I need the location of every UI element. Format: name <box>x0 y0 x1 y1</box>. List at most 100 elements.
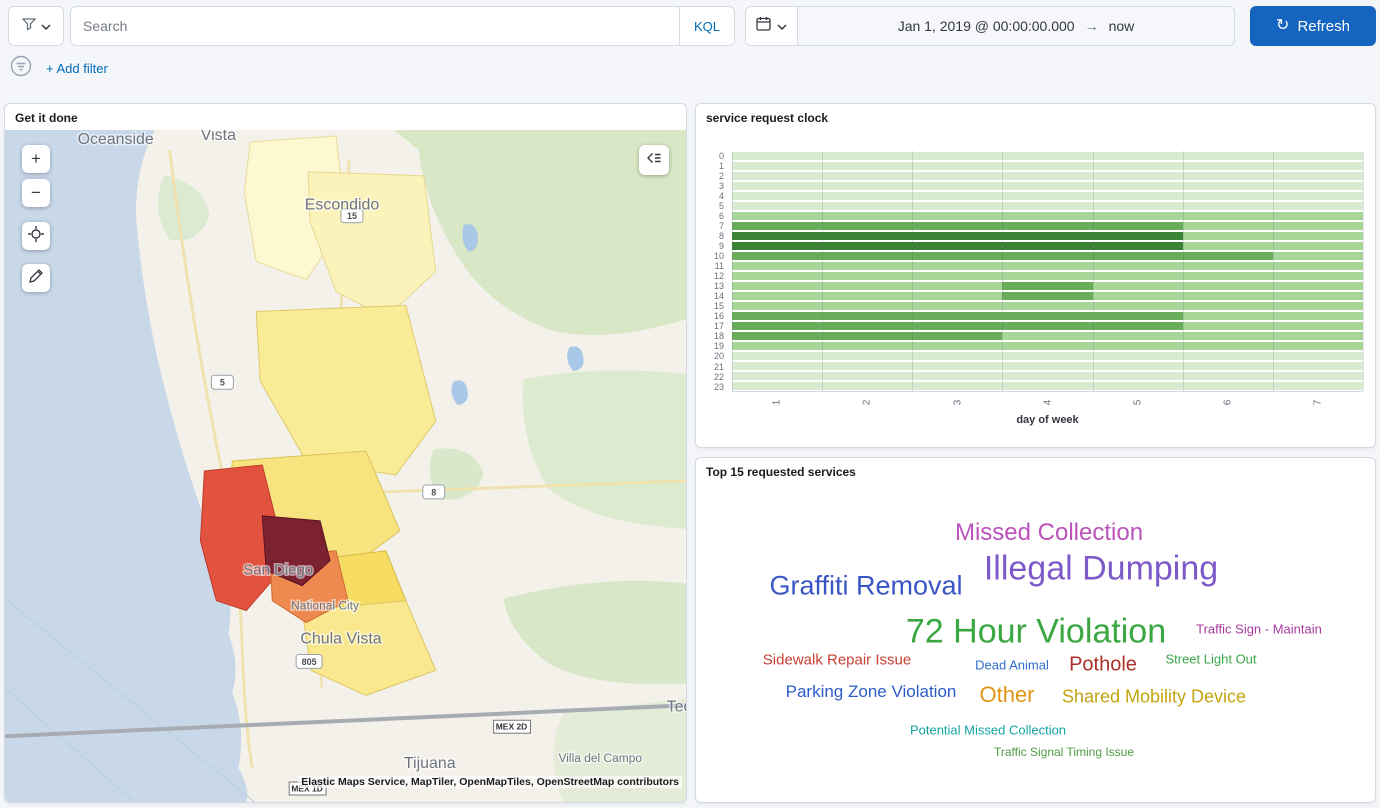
kql-language-button[interactable]: KQL <box>678 7 734 45</box>
heatmap-cell[interactable] <box>912 232 1003 240</box>
tagcloud-word[interactable]: Potential Missed Collection <box>909 722 1067 738</box>
heatmap-cell[interactable] <box>822 262 913 270</box>
heatmap-cell[interactable] <box>1092 212 1183 220</box>
heatmap-cell[interactable] <box>1092 302 1183 310</box>
heatmap-cell[interactable] <box>1002 192 1093 200</box>
heatmap-cell[interactable] <box>1092 222 1183 230</box>
heatmap-cell[interactable] <box>1272 182 1363 190</box>
tagcloud-word[interactable]: Illegal Dumping <box>983 549 1219 588</box>
filter-menu-icon[interactable] <box>10 55 32 82</box>
refresh-button[interactable]: ↻ Refresh <box>1250 6 1376 46</box>
search-input[interactable] <box>71 18 679 34</box>
heatmap-cell[interactable] <box>912 272 1003 280</box>
tagcloud-word[interactable]: Other <box>979 682 1035 707</box>
panel-title[interactable]: Top 15 requested services <box>706 465 856 479</box>
heatmap-cell[interactable] <box>1182 172 1273 180</box>
heatmap-cell[interactable] <box>1092 332 1183 340</box>
heatmap-cell[interactable] <box>732 182 823 190</box>
heatmap-cell[interactable] <box>912 202 1003 210</box>
heatmap-cell[interactable] <box>732 302 823 310</box>
draw-tools-button[interactable] <box>22 264 50 292</box>
heatmap-cell[interactable] <box>1002 312 1093 320</box>
heatmap-cell[interactable] <box>912 212 1003 220</box>
heatmap-cell[interactable] <box>1272 262 1363 270</box>
tagcloud-word[interactable]: Traffic Sign - Maintain <box>1196 621 1322 637</box>
tagcloud-word[interactable]: Sidewalk Repair Issue <box>762 651 912 669</box>
heatmap-cell[interactable] <box>1272 222 1363 230</box>
heatmap-cell[interactable] <box>1272 372 1363 380</box>
heatmap-cell[interactable] <box>732 362 823 370</box>
heatmap-cell[interactable] <box>1092 352 1183 360</box>
heatmap-cell[interactable] <box>822 192 913 200</box>
tagcloud-word[interactable]: Parking Zone Violation <box>785 682 957 701</box>
heatmap-cell[interactable] <box>1182 162 1273 170</box>
panel-title[interactable]: Get it done <box>15 111 78 125</box>
tagcloud-word[interactable]: Street Light Out <box>1165 651 1257 667</box>
heatmap-cell[interactable] <box>1272 342 1363 350</box>
tagcloud-word[interactable]: Graffiti Removal <box>769 570 963 601</box>
heatmap-cell[interactable] <box>1092 372 1183 380</box>
heatmap-cell[interactable] <box>912 372 1003 380</box>
heatmap-cell[interactable] <box>1002 222 1093 230</box>
heatmap-cell[interactable] <box>1182 272 1273 280</box>
heatmap-cell[interactable] <box>732 342 823 350</box>
heatmap-cell[interactable] <box>822 382 913 390</box>
heatmap-cell[interactable] <box>1092 342 1183 350</box>
heatmap-cell[interactable] <box>1002 162 1093 170</box>
heatmap-cell[interactable] <box>732 202 823 210</box>
heatmap-cell[interactable] <box>1272 382 1363 390</box>
heatmap-cell[interactable] <box>822 322 913 330</box>
heatmap-cell[interactable] <box>1092 252 1183 260</box>
heatmap-cell[interactable] <box>732 322 823 330</box>
date-range-display[interactable]: Jan 1, 2019 @ 00:00:00.000 → now <box>798 18 1234 34</box>
heatmap-cell[interactable] <box>1272 362 1363 370</box>
heatmap-cell[interactable] <box>1092 262 1183 270</box>
heatmap-cell[interactable] <box>822 292 913 300</box>
heatmap-cell[interactable] <box>1182 262 1273 270</box>
heatmap-cell[interactable] <box>1002 332 1093 340</box>
heatmap-cell[interactable] <box>822 352 913 360</box>
map-canvas[interactable]: 15 5 8 805 Oceanside Vista Escondido San… <box>5 130 686 802</box>
date-range-end[interactable]: now <box>1108 18 1135 34</box>
heatmap-cell[interactable] <box>1092 182 1183 190</box>
heatmap-cell[interactable] <box>732 272 823 280</box>
heatmap-cell[interactable] <box>1002 252 1093 260</box>
heatmap-cell[interactable] <box>732 332 823 340</box>
heatmap-cell[interactable] <box>732 152 823 160</box>
heatmap-cell[interactable] <box>732 212 823 220</box>
heatmap-cell[interactable] <box>1272 322 1363 330</box>
heatmap-cell[interactable] <box>1092 292 1183 300</box>
heatmap-cell[interactable] <box>912 172 1003 180</box>
tagcloud-word[interactable]: Missed Collection <box>954 519 1144 546</box>
heatmap-cell[interactable] <box>732 352 823 360</box>
heatmap-cell[interactable] <box>1092 242 1183 250</box>
heatmap-cell[interactable] <box>1272 302 1363 310</box>
heatmap-cell[interactable] <box>1182 202 1273 210</box>
heatmap-cell[interactable] <box>1272 212 1363 220</box>
heatmap-cell[interactable] <box>1182 282 1273 290</box>
heatmap-cell[interactable] <box>1272 312 1363 320</box>
panel-title[interactable]: service request clock <box>706 111 829 125</box>
heatmap-cell[interactable] <box>822 312 913 320</box>
heatmap-cell[interactable] <box>1182 312 1273 320</box>
heatmap-cell[interactable] <box>912 312 1003 320</box>
heatmap-cell[interactable] <box>1182 322 1273 330</box>
heatmap-cell[interactable] <box>1182 292 1273 300</box>
heatmap-cell[interactable] <box>1182 232 1273 240</box>
date-range-start[interactable]: Jan 1, 2019 @ 00:00:00.000 <box>897 18 1075 34</box>
heatmap-cell[interactable] <box>1272 192 1363 200</box>
heatmap-cell[interactable] <box>912 322 1003 330</box>
heatmap-cell[interactable] <box>1002 152 1093 160</box>
tagcloud-word[interactable]: Traffic Signal Timing Issue <box>993 745 1135 759</box>
heatmap-cell[interactable] <box>1002 352 1093 360</box>
zoom-in-button[interactable]: + <box>22 145 50 173</box>
heatmap-cell[interactable] <box>822 182 913 190</box>
heatmap-cell[interactable] <box>1272 332 1363 340</box>
heatmap-cell[interactable] <box>1182 352 1273 360</box>
heatmap-cell[interactable] <box>912 252 1003 260</box>
heatmap-cell[interactable] <box>1002 172 1093 180</box>
zoom-out-button[interactable]: − <box>22 179 50 207</box>
heatmap-cell[interactable] <box>1002 322 1093 330</box>
heatmap-cell[interactable] <box>912 362 1003 370</box>
heatmap-cell[interactable] <box>912 242 1003 250</box>
